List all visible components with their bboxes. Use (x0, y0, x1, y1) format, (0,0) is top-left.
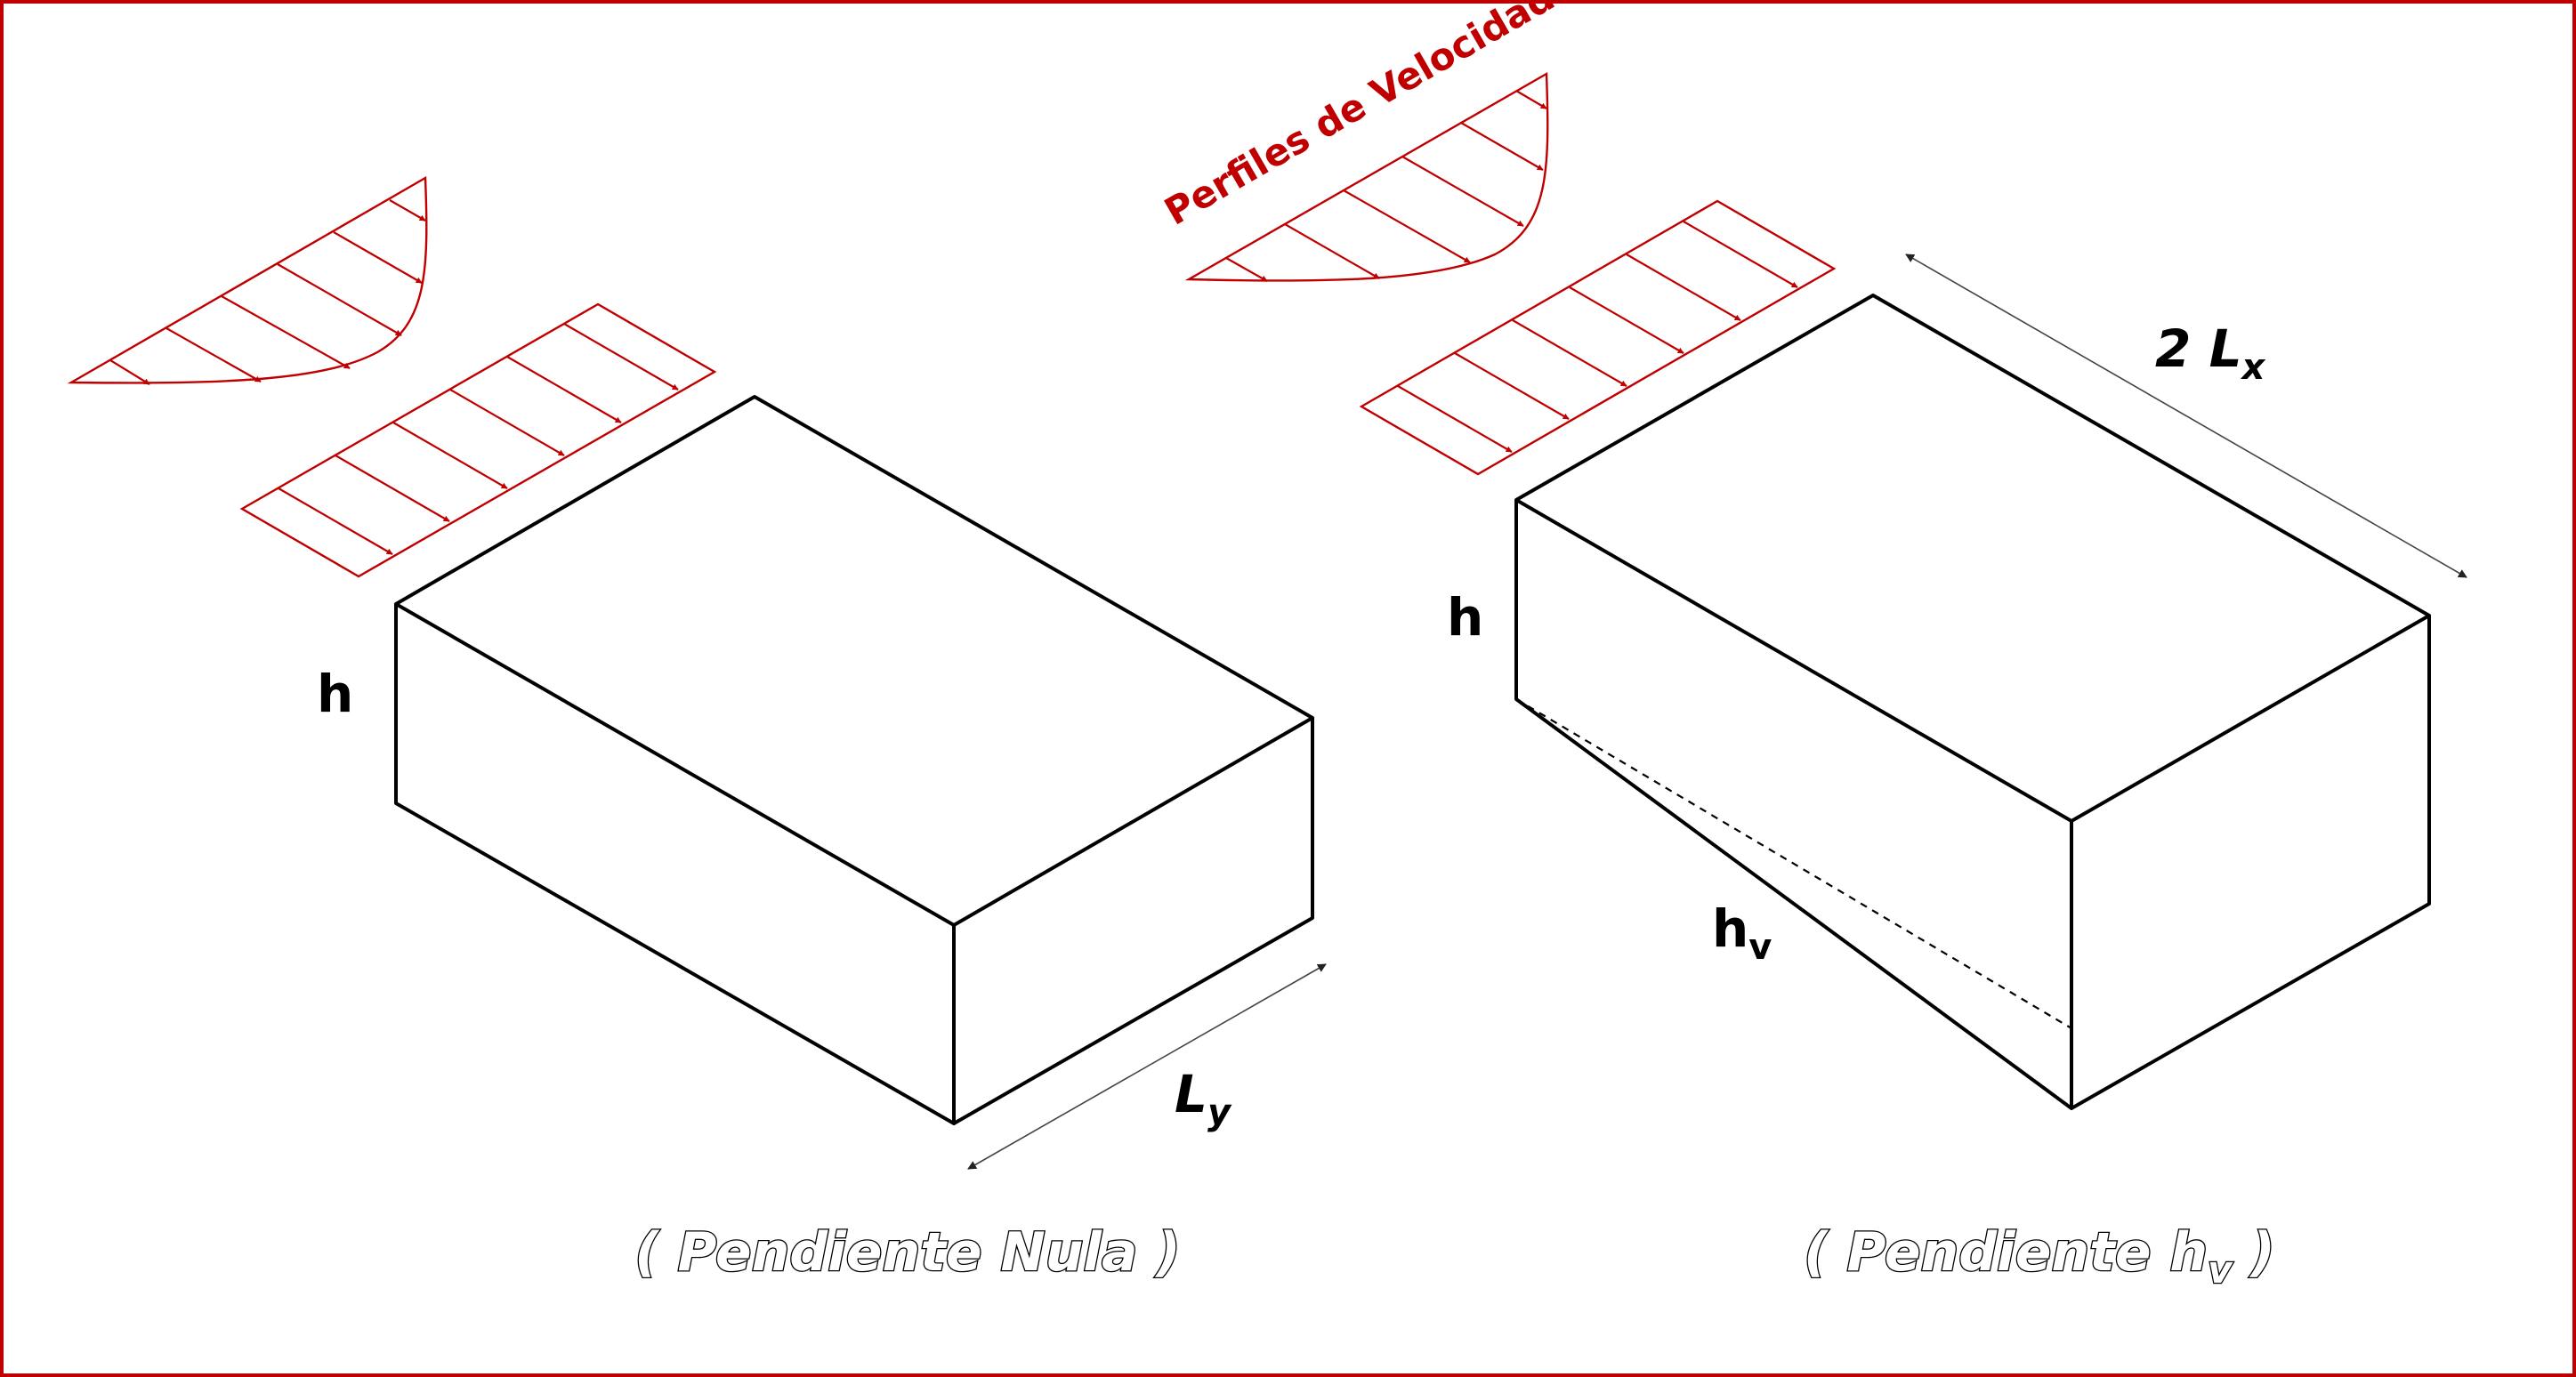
right-curved-profile-arrow (1401, 156, 1524, 227)
left-curved-profile-arrow (221, 295, 351, 369)
left-uniform-profile-arrow (506, 356, 622, 423)
right-uniform-velocity-profile (1359, 199, 1837, 476)
right-uniform-profile-arrow (1454, 352, 1570, 420)
left-curved-profile-arrow (109, 359, 150, 385)
left-curved-profile-outline (67, 175, 428, 384)
left-uniform-profile-arrow (278, 487, 393, 555)
left-width-label: Ly (1175, 1064, 1232, 1133)
left-uniform-profile-outline (239, 302, 717, 578)
diagram-svg: h Ly ( Pendiente Nula ) Perfiles de Velo… (67, 4, 2467, 1292)
right-figure: Perfiles de Velocidad h hv (1158, 4, 2467, 1292)
right-curved-profile-arrow (1343, 189, 1471, 263)
right-uniform-profile-arrow (1512, 319, 1627, 387)
left-box (394, 395, 1314, 1125)
left-uniform-profile-arrow (563, 323, 679, 391)
right-uniform-profile-arrow (1397, 385, 1513, 453)
left-curved-profile-arrow (389, 199, 426, 221)
right-length-label: 2 Lx (2155, 318, 2266, 388)
right-box-right-face (2071, 616, 2431, 1110)
right-curved-profile-arrow (1225, 257, 1268, 282)
right-box-front-face (1514, 500, 2073, 1110)
right-slope-label: hv (1712, 898, 1772, 968)
right-length-dimension-arrow (1905, 254, 2467, 578)
left-figure: h Ly ( Pendiente Nula ) (67, 175, 1327, 1284)
left-caption: ( Pendiente Nula ) (634, 1221, 1181, 1284)
right-caption: ( Pendiente hv ) (1804, 1221, 2275, 1292)
left-uniform-profile-arrow (392, 422, 508, 489)
left-curved-profile-arrow (277, 263, 402, 336)
right-uniform-profile-outline (1359, 199, 1837, 476)
left-uniform-velocity-profile (239, 302, 717, 578)
left-curved-velocity-profile (67, 175, 428, 385)
right-curved-velocity-profile (1184, 71, 1549, 282)
left-box-front-face (394, 604, 956, 1125)
right-box-reference-dashed-line (1515, 698, 2072, 1029)
left-uniform-profile-arrow (335, 455, 450, 522)
right-curved-profile-arrow (1460, 122, 1544, 171)
right-uniform-profile-arrow (1626, 254, 1741, 321)
right-height-label: h (1447, 587, 1483, 648)
right-uniform-profile-arrow (1569, 286, 1684, 354)
right-curved-profile-arrow (1515, 90, 1547, 109)
left-curved-profile-arrow (333, 231, 423, 284)
left-height-label: h (317, 664, 353, 724)
right-box (1514, 294, 2431, 1110)
left-width-dimension-arrow (967, 963, 1327, 1170)
right-curved-profile-arrow (1284, 223, 1380, 279)
right-uniform-profile-arrow (1683, 221, 1798, 288)
left-uniform-profile-arrow (449, 389, 565, 456)
left-box-right-face (953, 718, 1314, 1125)
left-curved-profile-arrow (166, 327, 262, 382)
right-curved-profile-outline (1184, 71, 1549, 282)
